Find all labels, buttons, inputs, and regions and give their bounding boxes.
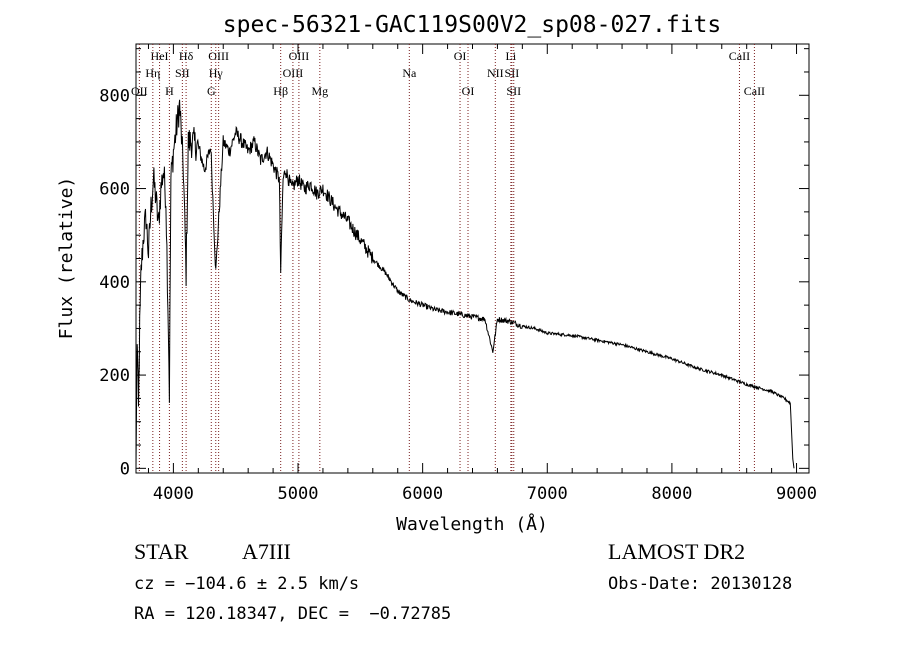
y-tick-label: 0: [120, 459, 130, 479]
y-tick-label: 800: [99, 86, 130, 106]
survey-name: LAMOST DR2: [608, 539, 746, 564]
line-label: Hγ: [209, 66, 224, 80]
spectrum-line: [135, 99, 795, 469]
line-label: Hδ: [179, 49, 194, 63]
line-label: SII: [505, 66, 520, 80]
line-label: H: [165, 84, 174, 98]
line-label: CaII: [744, 84, 765, 98]
line-label: G: [207, 84, 216, 98]
x-tick-label: 8000: [651, 484, 692, 504]
axis-ticks: 4000 5000 6000 7000 8000 9000 0 200 400 600 800: [99, 44, 817, 504]
line-label: OII: [131, 84, 148, 98]
line-label: SII: [506, 84, 521, 98]
line-label: Hη: [145, 66, 160, 80]
object-class: STAR: [134, 539, 189, 564]
observation-date: Obs-Date: 20130128: [608, 574, 793, 594]
line-label: Mg: [311, 84, 328, 98]
y-tick-label: 200: [99, 366, 130, 386]
chart-title: spec-56321-GAC119S00V2_sp08-027.fits: [223, 12, 722, 38]
line-label: OIII: [289, 49, 310, 63]
plot-frame: [135, 43, 810, 474]
y-tick-label: 600: [99, 180, 130, 200]
line-label: OIII: [283, 66, 304, 80]
line-label: Na: [402, 66, 417, 80]
line-label: OI: [454, 49, 467, 63]
line-label: Li: [506, 49, 517, 63]
coordinates-readout: RA = 120.18347, DEC = −0.72785: [134, 604, 452, 624]
y-tick-label: 400: [99, 273, 130, 293]
redshift-readout: cz = −104.6 ± 2.5 km/s: [134, 574, 360, 594]
line-label: OI: [462, 84, 475, 98]
x-tick-label: 4000: [153, 484, 194, 504]
object-subclass: A7III: [242, 539, 291, 564]
line-label: SII: [175, 66, 190, 80]
x-tick-label: 7000: [527, 484, 568, 504]
x-tick-label: 9000: [776, 484, 817, 504]
x-axis-label: Wavelength (Å): [396, 513, 548, 535]
line-label: CaII: [729, 49, 750, 63]
line-label: NII: [487, 66, 504, 80]
line-label: HeI: [151, 49, 169, 63]
y-axis-label: Flux (relative): [56, 177, 77, 340]
x-tick-label: 6000: [402, 484, 443, 504]
line-label: OIII: [208, 49, 229, 63]
x-tick-label: 5000: [278, 484, 319, 504]
line-label: Hβ: [273, 84, 288, 98]
